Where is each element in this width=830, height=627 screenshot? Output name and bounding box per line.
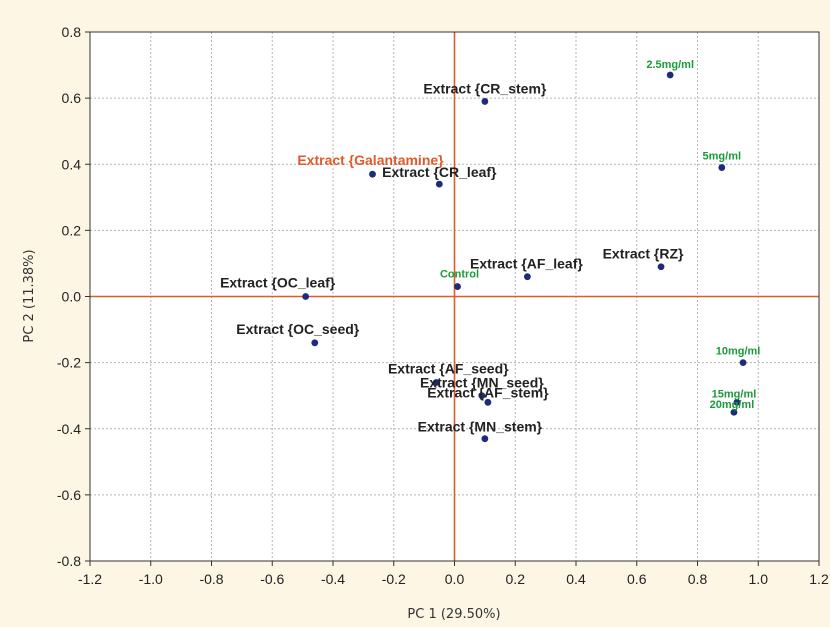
point-label: Extract {CR_leaf} <box>382 164 497 180</box>
point-label: Extract {Galantamine} <box>297 152 444 168</box>
point-label: Extract {OC_seed} <box>236 321 360 337</box>
point-label: Control <box>440 269 479 281</box>
point-label: 5mg/ml <box>703 151 742 163</box>
y-tick-label: 0.2 <box>62 222 82 238</box>
point-label: Extract {CR_stem} <box>423 80 546 96</box>
y-tick-label: -0.8 <box>57 553 81 569</box>
point-label: 10mg/ml <box>716 346 761 358</box>
point-label: 15mg/ml <box>712 388 757 400</box>
data-point <box>730 408 738 416</box>
y-axis-title: PC 2 (11.38%) <box>22 249 37 342</box>
point-label: 20mg/ml <box>710 399 755 411</box>
x-tick-label: 0.6 <box>627 571 647 587</box>
x-tick-label: -0.8 <box>199 571 223 587</box>
data-point <box>484 398 492 406</box>
point-label: Extract {MN_stem} <box>418 419 543 435</box>
data-point <box>733 398 741 406</box>
data-point <box>432 379 440 386</box>
x-tick-label: 1.2 <box>809 571 829 587</box>
point-label: Extract {OC_leaf} <box>220 275 336 291</box>
data-points <box>302 71 747 443</box>
y-tick-label: 0.0 <box>62 289 82 305</box>
point-label: Extract {AF_leaf} <box>470 256 583 272</box>
y-tick-label: 0.6 <box>62 90 82 106</box>
x-axis-title: PC 1 (29.50%) <box>407 607 500 622</box>
data-point <box>302 293 310 300</box>
y-tick-label: 0.8 <box>62 24 82 40</box>
data-point <box>454 283 461 290</box>
y-tick-label: 0.4 <box>62 156 82 172</box>
x-tick-label: -0.6 <box>260 571 284 587</box>
x-tick-label: -0.2 <box>382 571 406 587</box>
y-axis-ticks: -0.8 -0.6 -0.4 -0.2 0.0 0.2 0.4 0.6 0.8 <box>57 24 90 569</box>
point-labels: Extract {CR_stem}Extract {Galantamine}Ex… <box>220 59 760 435</box>
x-tick-label: 0.4 <box>566 571 586 587</box>
y-tick-label: -0.2 <box>57 355 81 371</box>
x-axis-ticks: -1.2 -1.0 -0.8 -0.6 -0.4 -0.2 0.0 0.2 0.4 0.6 0.8 1… <box>78 561 829 587</box>
point-label: Extract {MN_seed} <box>420 375 544 391</box>
data-point <box>481 435 489 443</box>
data-point <box>311 339 319 347</box>
data-point <box>481 98 489 105</box>
data-point <box>666 71 674 79</box>
x-tick-label: -1.2 <box>78 571 102 587</box>
data-point <box>435 180 443 188</box>
y-tick-label: -0.6 <box>57 487 81 503</box>
data-point <box>369 170 376 178</box>
data-point <box>739 359 747 367</box>
data-point <box>718 164 726 171</box>
y-tick-label: -0.4 <box>57 421 81 437</box>
point-label: Extract {RZ} <box>603 246 684 262</box>
data-point <box>524 273 531 281</box>
data-point <box>657 263 665 271</box>
point-label: Extract {AF_seed} <box>388 360 509 376</box>
x-tick-label: 0.8 <box>688 571 708 587</box>
x-tick-label: -0.4 <box>321 571 345 587</box>
x-tick-label: 1.0 <box>749 571 769 587</box>
point-label: 2.5mg/ml <box>646 59 694 71</box>
point-label: Extract {AF_stem} <box>427 384 549 400</box>
x-tick-label: -1.0 <box>139 571 163 587</box>
data-point <box>478 392 486 400</box>
x-tick-label: 0.2 <box>506 571 526 587</box>
reference-lines <box>90 32 819 561</box>
x-tick-label: 0.0 <box>445 571 465 587</box>
